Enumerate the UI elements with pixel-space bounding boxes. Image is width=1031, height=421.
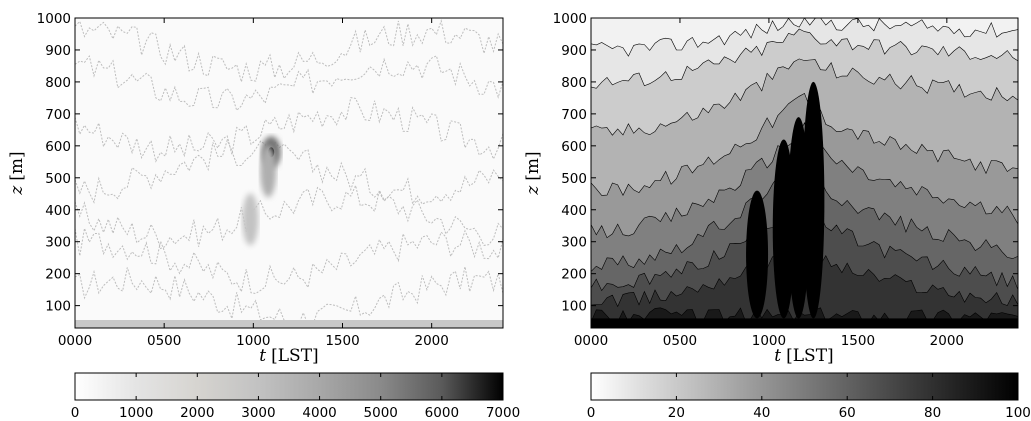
- colorbar-tick-label: 5000: [364, 405, 398, 421]
- x-tick-label: 1500: [841, 333, 875, 349]
- y-tick-label: 500: [561, 171, 587, 187]
- left-y-axis-label: z[m]: [7, 151, 27, 195]
- x-tick-label: 0500: [147, 333, 181, 349]
- contour-line: [75, 226, 503, 295]
- right-x-axis-label: t [LST]: [774, 346, 833, 366]
- colorbar-tick-label: 3000: [241, 405, 275, 421]
- y-tick-label: 800: [45, 75, 71, 91]
- y-tick-label: 600: [45, 139, 71, 155]
- right-x-axis: 0000 0500 1000 1500 2000: [574, 18, 964, 349]
- intensity-feature: [260, 145, 277, 198]
- y-tick-label: 1000: [553, 11, 587, 27]
- x-tick-label: 0000: [58, 333, 92, 349]
- y-tick-label: 900: [561, 43, 587, 59]
- y-tick-label: 300: [45, 235, 71, 251]
- left-colorbar: [74, 372, 504, 401]
- colorbar-tick-label: 2000: [180, 405, 214, 421]
- colorbar-tick-label: 80: [924, 405, 941, 421]
- right-y-axis: 100 200 300 400 500 600 700 800 900 1000: [553, 11, 1018, 315]
- x-tick-label: 2000: [930, 333, 964, 349]
- x-tick-label: 1000: [236, 333, 270, 349]
- x-tick-label: 1000: [752, 333, 786, 349]
- surface-layer: [75, 320, 503, 328]
- y-tick-label: 300: [561, 235, 587, 251]
- x-tick-label: 0500: [663, 333, 697, 349]
- y-tick-label: 900: [45, 43, 71, 59]
- surface-layer: [591, 318, 1018, 328]
- left-y-axis: 100 200 300 400 500 600 700 800 900 1000: [37, 11, 503, 315]
- y-tick-label: 400: [561, 203, 587, 219]
- right-colorbar-ticks: 0 20 40 60 80 100: [587, 373, 1031, 421]
- right-contour-field: [591, 18, 1018, 328]
- y-tick-label: 800: [561, 75, 587, 91]
- intensity-feature: [242, 193, 259, 246]
- colorbar-tick-label: 40: [753, 405, 770, 421]
- colorbar-tick-label: 60: [839, 405, 856, 421]
- convective-plume: [746, 190, 769, 319]
- contour-line: [75, 18, 503, 84]
- convective-plume: [802, 81, 825, 319]
- colorbar-tick-label: 0: [587, 405, 596, 421]
- right-colorbar: [590, 372, 1019, 401]
- colorbar-tick-label: 20: [668, 405, 685, 421]
- y-tick-label: 100: [561, 299, 587, 315]
- right-y-axis-label: z[m]: [523, 151, 543, 195]
- y-tick-label: 500: [45, 171, 71, 187]
- colorbar-tick-label: 100: [1005, 405, 1031, 421]
- colorbar-tick-label: 6000: [425, 405, 459, 421]
- y-tick-label: 100: [45, 299, 71, 315]
- left-contour-field: [75, 18, 503, 328]
- y-tick-label: 400: [45, 203, 71, 219]
- y-tick-label: 1000: [37, 11, 71, 27]
- colorbar-tick-label: 4000: [302, 405, 336, 421]
- left-axes-frame: [74, 17, 504, 329]
- x-tick-label: 2000: [414, 333, 448, 349]
- contour-line: [75, 183, 503, 250]
- contour-line: [75, 54, 503, 112]
- colorbar-tick-label: 7000: [486, 405, 520, 421]
- left-colorbar-ticks: 0 1000 2000 3000 4000 5000 6000 7000: [71, 373, 520, 421]
- y-tick-label: 200: [561, 267, 587, 283]
- contour-line: [75, 97, 503, 163]
- y-tick-label: 200: [45, 267, 71, 283]
- left-x-axis-label: t [LST]: [259, 346, 318, 366]
- y-tick-label: 600: [561, 139, 587, 155]
- y-tick-label: 700: [45, 107, 71, 123]
- colorbar-tick-label: 0: [71, 405, 80, 421]
- y-tick-label: 700: [561, 107, 587, 123]
- x-tick-label: 1500: [325, 333, 359, 349]
- x-tick-label: 0000: [574, 333, 608, 349]
- left-x-axis: 0000 0500 1000 1500 2000: [58, 18, 449, 349]
- right-axes-frame: [590, 17, 1019, 329]
- colorbar-tick-label: 1000: [119, 405, 153, 421]
